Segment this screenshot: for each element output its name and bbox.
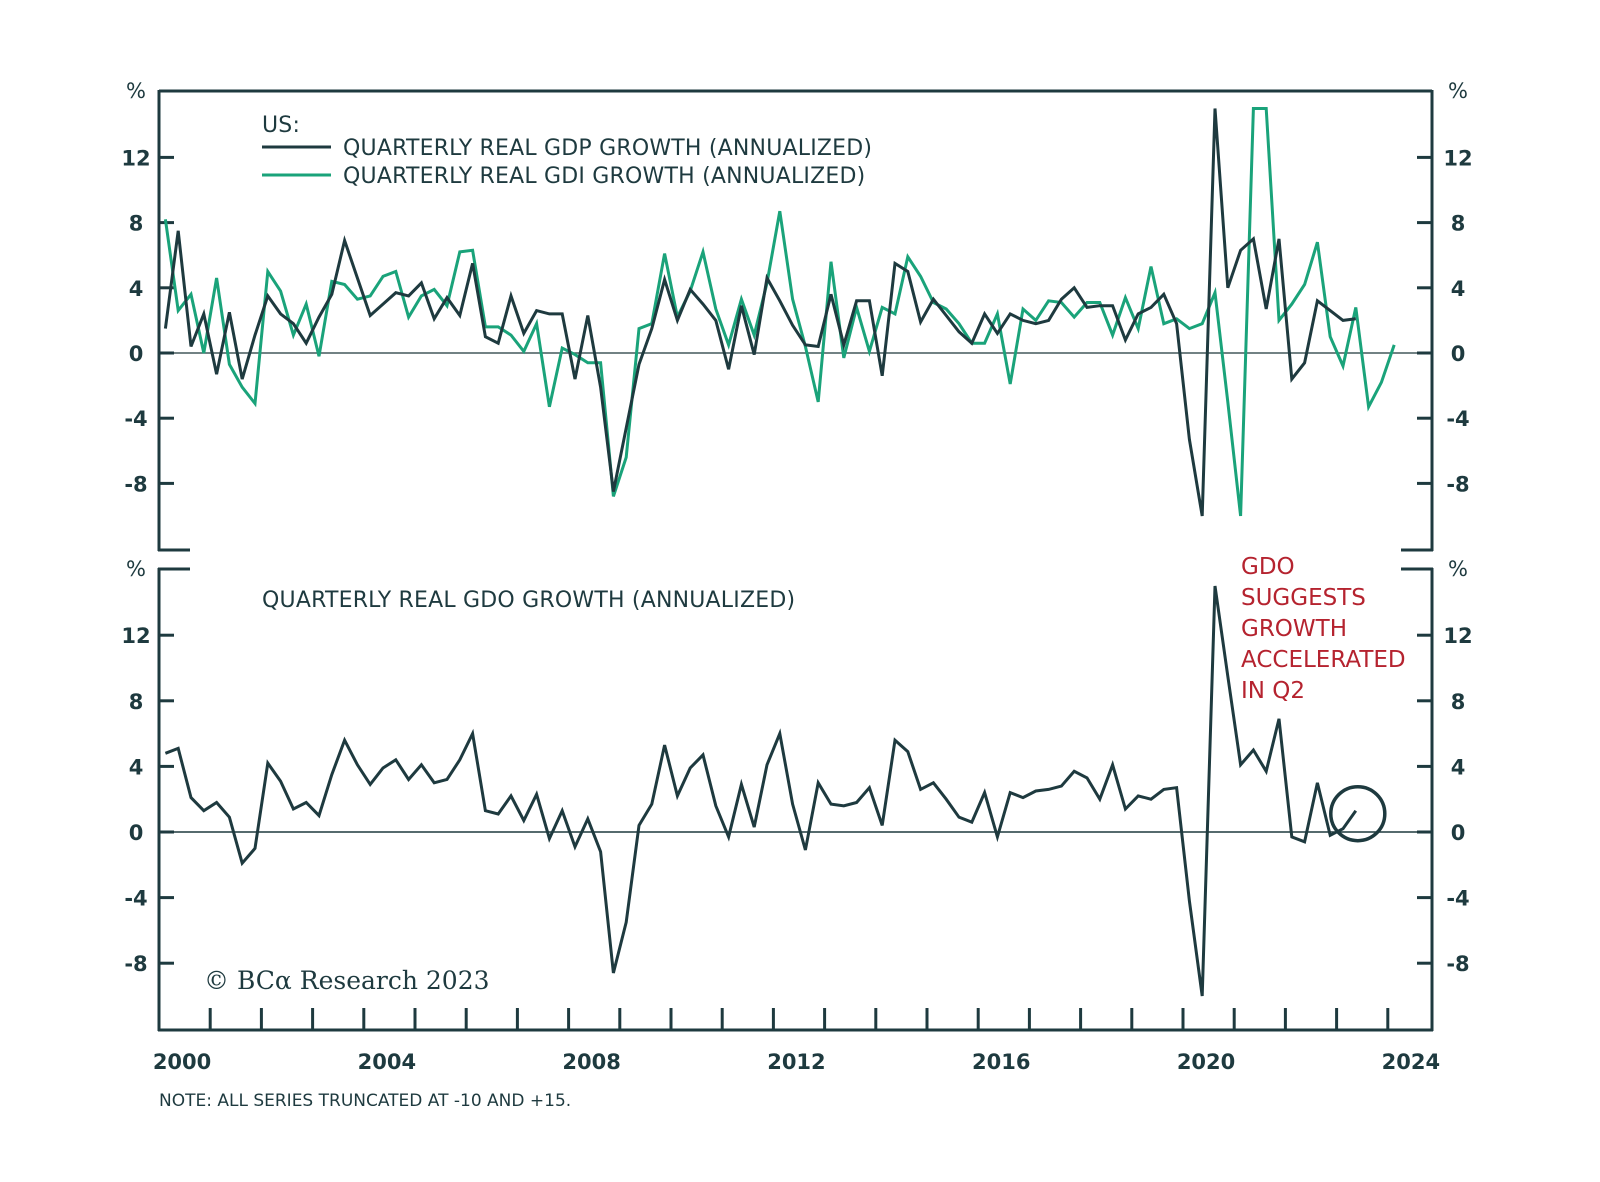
x-tick-label: 2024 xyxy=(1382,1050,1440,1074)
top-right-ytick-label: 12 xyxy=(1443,146,1472,170)
top-right-ytick-label: 8 xyxy=(1451,212,1466,236)
bottom-left-ytick-label: 0 xyxy=(129,821,144,845)
annotation-line-5: IN Q2 xyxy=(1241,678,1305,704)
x-tick-label: 2016 xyxy=(972,1050,1030,1074)
bottom-right-ytick-label: 4 xyxy=(1451,755,1466,779)
top-panel: % % 12 12 8 8 4 4 0 0 -4 -4 -8 -8 US: QUARTERLY REA… xyxy=(121,79,1473,552)
bottom-left-ytick-label: 8 xyxy=(129,690,144,714)
x-axis-ticks: 2000 2004 2008 2012 2016 2020 2024 xyxy=(153,1008,1440,1074)
top-left-ytick-label: -8 xyxy=(124,472,147,496)
x-tick-label: 2012 xyxy=(767,1050,825,1074)
bottom-panel: % % 12 128 84 40 0-4 -4-8 -8 2000 2004 2008 2012 2… xyxy=(121,554,1472,1074)
footnote: NOTE: ALL SERIES TRUNCATED AT -10 AND +1… xyxy=(159,1091,571,1111)
top-left-ytick-label: -4 xyxy=(124,407,147,431)
legend-label-gdi: QUARTERLY REAL GDI GROWTH (ANNUALIZED) xyxy=(343,164,865,189)
bottom-y-axis-ticks: 12 12 8 8 4 4 0 0 -4 -4 -8 -8 xyxy=(121,624,1472,976)
annotation-line-1: GDO xyxy=(1241,554,1295,580)
bottom-left-pct-label: % xyxy=(126,557,146,581)
top-right-ytick-label: -8 xyxy=(1446,472,1469,496)
top-right-ytick-label: 4 xyxy=(1451,277,1466,301)
q2-highlight-circle xyxy=(1329,784,1387,843)
copyright-label: © BCα Research 2023 xyxy=(204,966,490,995)
x-tick-label: 2020 xyxy=(1177,1050,1235,1074)
top-left-ytick-label: 12 xyxy=(121,146,150,170)
legend-heading: US: xyxy=(262,113,300,138)
legend-label-gdp: QUARTERLY REAL GDP GROWTH (ANNUALIZED) xyxy=(343,136,872,161)
top-right-pct-label: % xyxy=(1448,79,1468,103)
x-tick-label: 2000 xyxy=(153,1050,211,1074)
annotation-line-4: ACCELERATED xyxy=(1241,647,1406,673)
x-tick-label: 2008 xyxy=(562,1050,620,1074)
gdo-series-line xyxy=(164,585,1358,997)
gdo-panel-title: QUARTERLY REAL GDO GROWTH (ANNUALIZED) xyxy=(262,588,795,613)
bottom-right-ytick-label: 12 xyxy=(1443,624,1472,648)
bottom-right-ytick-label: -8 xyxy=(1446,952,1469,976)
x-tick-label: 2004 xyxy=(358,1050,416,1074)
top-left-pct-label: % xyxy=(126,79,146,103)
top-left-ytick-label: 8 xyxy=(129,212,144,236)
bottom-left-ytick-label: 4 xyxy=(129,755,144,779)
annotation-line-3: GROWTH xyxy=(1241,616,1347,642)
gdi-series-line xyxy=(163,107,1396,517)
bottom-left-ytick-label: -8 xyxy=(124,952,147,976)
bottom-right-ytick-label: 8 xyxy=(1451,690,1466,714)
bottom-right-ytick-label: 0 xyxy=(1451,821,1466,845)
top-left-ytick-label: 4 xyxy=(129,277,144,301)
top-right-ytick-label: 0 xyxy=(1451,342,1466,366)
annotation-line-2: SUGGESTS xyxy=(1241,585,1366,611)
bottom-right-pct-label: % xyxy=(1448,557,1468,581)
top-left-ytick-label: 0 xyxy=(129,342,144,366)
top-right-ytick-label: -4 xyxy=(1446,407,1469,431)
bottom-right-ytick-label: -4 xyxy=(1446,887,1469,911)
gdp-series-line xyxy=(163,108,1356,517)
bottom-left-ytick-label: -4 xyxy=(124,887,147,911)
top-y-axis-ticks: 12 12 8 8 4 4 0 0 -4 -4 -8 -8 xyxy=(121,146,1472,496)
gdo-annotation: GDO SUGGESTS GROWTH ACCELERATED IN Q2 xyxy=(1241,554,1406,704)
bottom-left-ytick-label: 12 xyxy=(121,624,150,648)
